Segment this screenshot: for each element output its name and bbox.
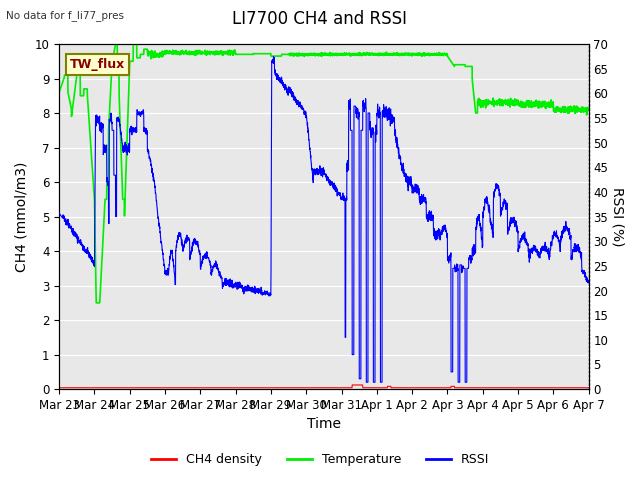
Text: No data for f_li77_pres: No data for f_li77_pres (6, 10, 124, 21)
X-axis label: Time: Time (307, 418, 341, 432)
Y-axis label: RSSI (%): RSSI (%) (611, 187, 625, 246)
Legend: CH4 density, Temperature, RSSI: CH4 density, Temperature, RSSI (146, 448, 494, 471)
Text: TW_flux: TW_flux (70, 58, 125, 71)
Text: LI7700 CH4 and RSSI: LI7700 CH4 and RSSI (232, 10, 408, 28)
Y-axis label: CH4 (mmol/m3): CH4 (mmol/m3) (15, 161, 29, 272)
